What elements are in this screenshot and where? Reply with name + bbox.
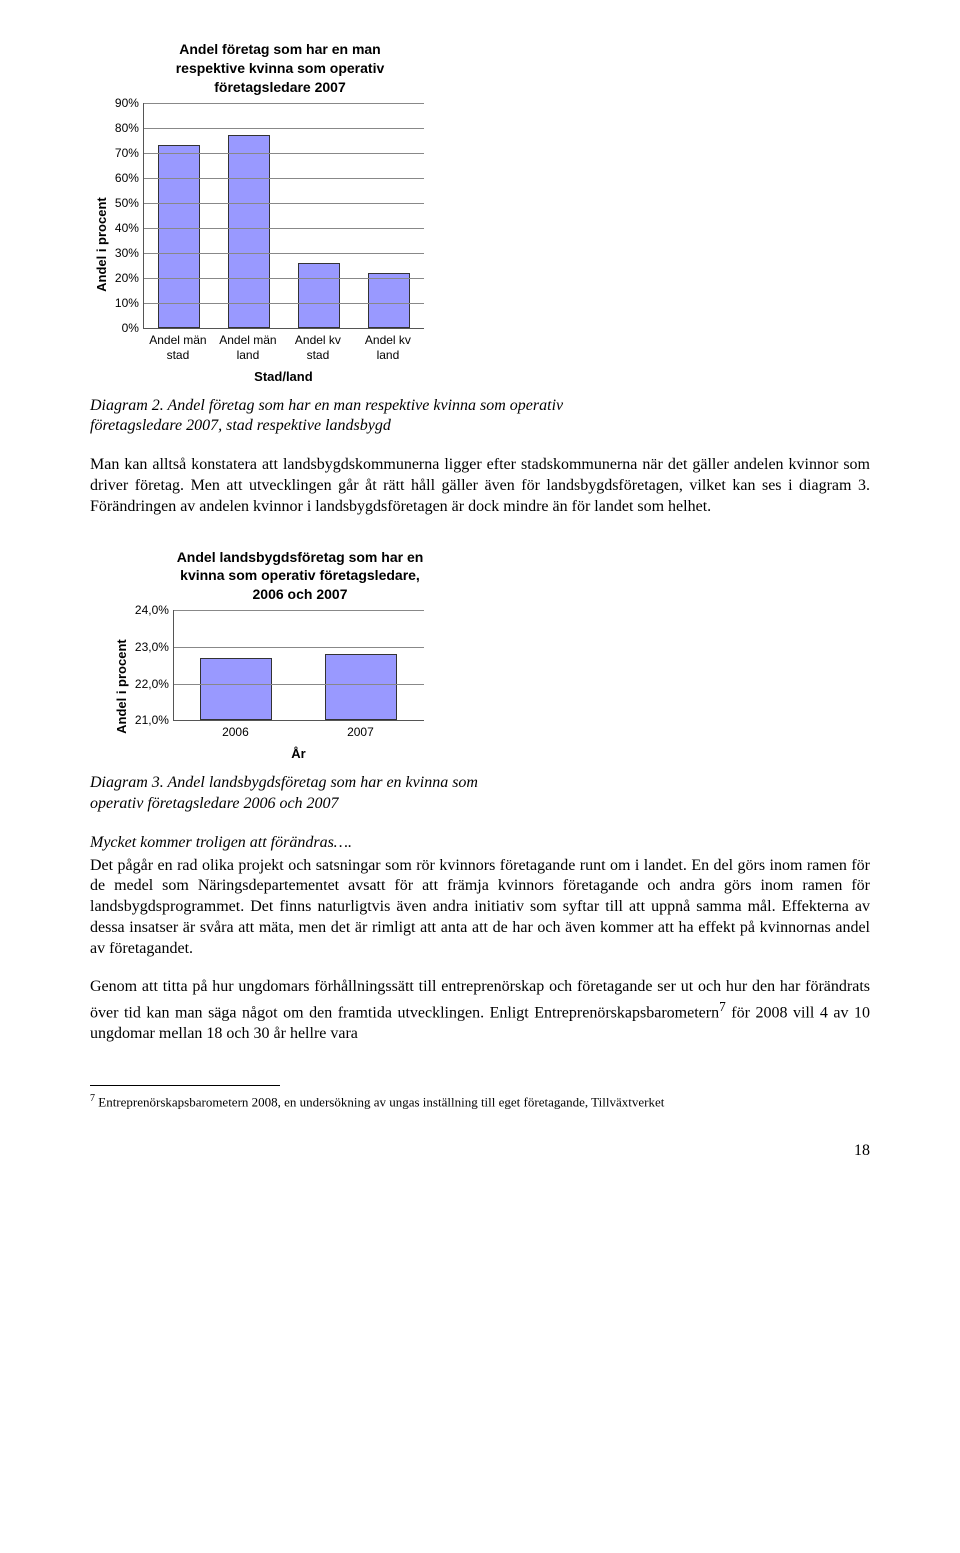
chart-1-y-ticks: 90%80%70%60%50%40%30%20%10%0% (115, 103, 143, 328)
page-number: 18 (90, 1141, 870, 1162)
chart-1-x-tick: Andel kv land (358, 333, 418, 363)
chart-1-plot (143, 103, 424, 329)
caption-diagram-2: Diagram 2. Andel företag som har en man … (90, 396, 610, 438)
chart-1: Andel företag som har en man respektive … (90, 40, 470, 386)
chart-2-title: Andel landsbygdsföretag som har en kvinn… (110, 548, 490, 605)
chart-2-bar (200, 658, 272, 720)
paragraph-3: Genom att titta på hur ungdomars förhåll… (90, 977, 870, 1045)
chart-2-x-ticks: 2006 2007 (173, 725, 423, 740)
chart-1-title: Andel företag som har en man respektive … (90, 40, 470, 97)
chart-2-title-line3: 2006 och 2007 (253, 586, 348, 602)
chart-1-x-ticks: Andel män stad Andel män land Andel kv sta… (143, 333, 423, 363)
footnote-rule (90, 1085, 280, 1086)
footnote-7: 7 Entreprenörskapsbarometern 2008, en un… (90, 1092, 870, 1111)
chart-2: Andel landsbygdsföretag som har en kvinn… (110, 548, 490, 764)
footnote-7-text: Entreprenörskapsbarometern 2008, en unde… (95, 1095, 664, 1110)
chart-1-x-tick: Andel kv stad (288, 333, 348, 363)
chart-1-y-label: Andel i procent (90, 103, 115, 386)
chart-2-title-line2: kvinna som operativ företagsledare, (180, 567, 420, 583)
chart-1-x-label: Stad/land (143, 369, 424, 386)
chart-2-x-tick: 2006 (195, 725, 275, 740)
chart-2-y-label: Andel i procent (110, 610, 135, 763)
chart-2-x-label: År (173, 746, 424, 763)
chart-2-title-line1: Andel landsbygdsföretag som har en (177, 549, 424, 565)
chart-1-bar (368, 273, 410, 328)
chart-1-bar (228, 135, 270, 328)
chart-1-title-line3: företagsledare 2007 (214, 79, 346, 95)
chart-2-y-ticks: 24,0%23,0%22,0%21,0% (135, 610, 173, 720)
paragraph-1: Man kan alltså konstatera att landsbygds… (90, 455, 870, 517)
chart-1-bar (298, 263, 340, 328)
chart-1-x-tick: Andel män stad (148, 333, 208, 363)
footnote-ref-7: 7 (719, 999, 726, 1014)
chart-1-title-line1: Andel företag som har en man (179, 41, 380, 57)
chart-1-title-line2: respektive kvinna som operativ (176, 60, 385, 76)
chart-2-plot (173, 610, 424, 721)
chart-1-bar (158, 145, 200, 328)
paragraph-2: Det pågår en rad olika projekt och satsn… (90, 856, 870, 960)
caption-diagram-3: Diagram 3. Andel landsbygdsföretag som h… (90, 773, 520, 815)
subheading-italic: Mycket kommer troligen att förändras…. (90, 833, 870, 854)
chart-1-x-tick: Andel män land (218, 333, 278, 363)
chart-2-x-tick: 2007 (320, 725, 400, 740)
chart-2-bar (325, 654, 397, 720)
